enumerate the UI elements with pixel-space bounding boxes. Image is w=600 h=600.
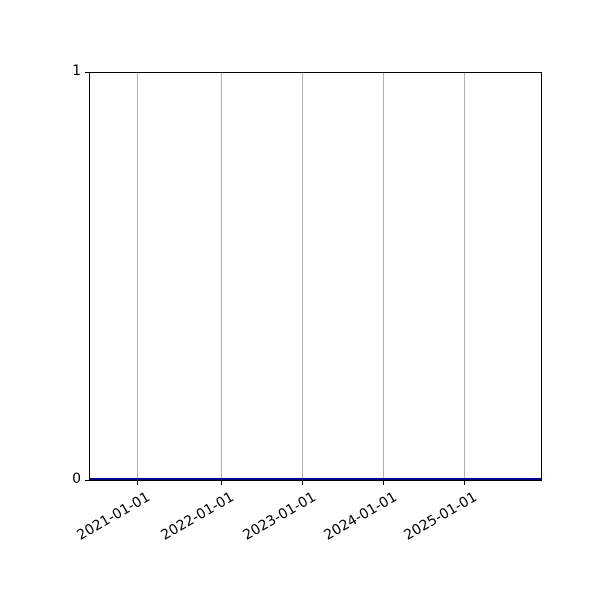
gridline [220,73,222,480]
y-tick-label: 1 [72,63,81,79]
y-tick-label: 0 [72,471,81,487]
x-tick-mark [302,481,304,485]
gridline [464,73,466,480]
x-tick-mark [220,481,222,485]
x-tick-mark [464,481,466,485]
x-tick-label: 2021-01-01 [74,489,154,544]
x-tick-mark [137,481,139,485]
x-tick-label: 2025-01-01 [401,489,481,544]
x-tick-label: 2023-01-01 [239,489,319,544]
plot-area [89,72,542,481]
x-tick-label: 2022-01-01 [158,489,237,544]
x-axis-ticks [90,481,541,486]
series-line [90,477,541,480]
x-axis-labels: 2021-01-01 2022-01-01 2023-01-01 2024-01-01… [75,486,541,556]
x-tick-label: 2024-01-01 [320,489,400,544]
y-tick-mark [85,72,89,73]
y-tick-mark [85,480,89,481]
gridline [302,73,304,480]
x-tick-mark [383,481,385,485]
gridline [383,73,385,480]
gridline [137,73,139,480]
